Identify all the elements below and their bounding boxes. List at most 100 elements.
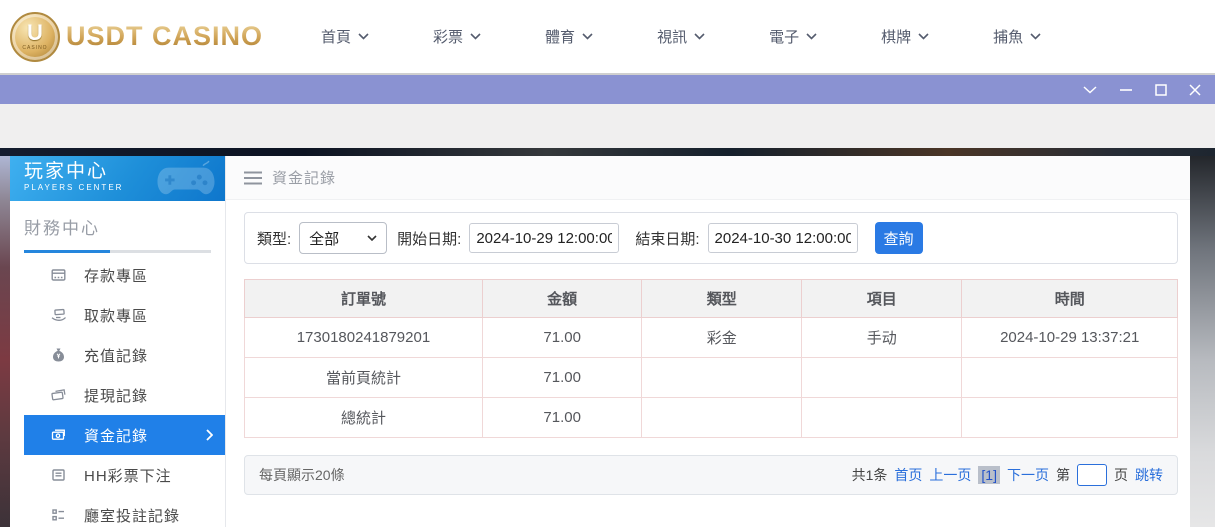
sidebar-item-label: 充值記錄: [84, 347, 149, 365]
hand-money-icon: [50, 307, 67, 323]
start-date-label: 開始日期:: [397, 230, 462, 248]
window-dropdown-icon[interactable]: [1083, 85, 1097, 94]
cell-empty: [800, 357, 963, 398]
table-header-row: 訂單號 金額 類型 項目 時間: [244, 279, 1178, 318]
cash-icon: [50, 387, 67, 403]
document-icon: [50, 467, 67, 483]
cell-empty: [641, 397, 802, 438]
table-row-grand-total: 總統計 71.00: [244, 397, 1178, 438]
sidebar-item-withdrawal-records[interactable]: 提現記錄: [24, 375, 225, 415]
cell-label: 總統計: [244, 397, 483, 438]
nav-item-sports[interactable]: 體育: [545, 26, 593, 47]
sidebar-subtitle: PLAYERS CENTER: [24, 182, 124, 192]
nav-item-live[interactable]: 視訊: [657, 26, 705, 47]
nav-label: 體育: [545, 29, 576, 46]
cell-label: 當前頁統計: [244, 357, 483, 398]
coin-letter: U: [27, 20, 43, 45]
col-header-item: 項目: [800, 279, 963, 318]
funds-records-table: 訂單號 金額 類型 項目 時間 1730180241879201 71.00 彩…: [244, 279, 1178, 438]
finance-center-section: 財務中心: [10, 201, 225, 253]
cell-empty: [961, 357, 1178, 398]
sidebar-title: 玩家中心: [24, 161, 109, 182]
first-page-link[interactable]: 首页: [894, 467, 923, 483]
cell-empty: [800, 397, 963, 438]
nav-item-slots[interactable]: 電子: [769, 26, 817, 47]
section-label: 財務中心: [24, 219, 100, 238]
sidebar: 玩家中心 PLAYERS CENTER 財務中心: [10, 156, 226, 527]
card-terminal-icon: [50, 267, 67, 283]
next-page-link[interactable]: 下一页: [1007, 467, 1049, 483]
sidebar-item-hh-lottery-bets[interactable]: HH彩票下注: [24, 455, 225, 495]
sidebar-item-withdraw-zone[interactable]: 取款專區: [24, 295, 225, 335]
nav-item-lottery[interactable]: 彩票: [433, 26, 481, 47]
nav-label: 電子: [769, 29, 800, 46]
sidebar-item-deposit-zone[interactable]: 存款專區: [24, 255, 225, 295]
cell-empty: [641, 357, 802, 398]
cell-item: 手动: [800, 317, 963, 358]
sidebar-item-funds-records[interactable]: 資金記錄: [24, 415, 225, 455]
cell-time: 2024-10-29 13:37:21: [961, 317, 1178, 358]
col-header-time: 時間: [961, 279, 1178, 318]
type-select-value: 全部: [309, 230, 340, 248]
nav-item-home[interactable]: 首頁: [321, 26, 369, 47]
site-header: U CASINO USDT CASINO 首頁 彩票 體育 視訊 電子 棋牌: [0, 0, 1215, 73]
nav-label: 棋牌: [881, 29, 912, 46]
section-underline: [24, 250, 211, 253]
filter-bar: 類型: 全部 開始日期: 結束日期: 查詢: [244, 212, 1178, 264]
search-button[interactable]: 查詢: [874, 222, 923, 254]
page-size-text: 每頁顯示20條: [259, 467, 345, 483]
window-minimize-icon[interactable]: [1119, 88, 1133, 92]
main-panel: 資金記錄 類型: 全部 開始日期: 結束日期: 查詢: [226, 156, 1190, 527]
cell-amount: 71.00: [481, 317, 643, 358]
col-header-type: 類型: [641, 279, 802, 318]
nav-label: 捕魚: [993, 29, 1024, 46]
sidebar-item-recharge-records[interactable]: 充值記錄: [24, 335, 225, 375]
spacer-band: [0, 104, 1215, 148]
window-maximize-icon[interactable]: [1155, 83, 1167, 96]
chevron-down-icon: [470, 33, 481, 40]
window-close-icon[interactable]: [1189, 83, 1201, 96]
brand-name: USDT CASINO: [66, 21, 264, 51]
coin-logo-icon: U CASINO: [10, 11, 60, 62]
type-label: 類型:: [257, 230, 292, 248]
cell-type: 彩金: [641, 317, 802, 358]
jump-suffix-text: 页: [1114, 467, 1128, 483]
chevron-down-icon: [1030, 33, 1041, 40]
chevron-down-icon: [918, 33, 929, 40]
nav-item-fishing[interactable]: 捕魚: [993, 26, 1041, 47]
sidebar-item-label: 提現記錄: [84, 387, 149, 405]
col-header-order-no: 訂單號: [244, 279, 483, 318]
col-header-amount: 金額: [481, 279, 643, 318]
brand-logo[interactable]: U CASINO USDT CASINO: [10, 11, 264, 62]
sidebar-item-label: HH彩票下注: [84, 467, 172, 485]
end-date-input[interactable]: [707, 223, 858, 253]
table-row-page-subtotal: 當前頁統計 71.00: [244, 357, 1178, 398]
end-date-label: 結束日期:: [635, 230, 700, 248]
chevron-right-icon: [206, 429, 213, 441]
start-date-input[interactable]: [469, 223, 620, 253]
type-select[interactable]: 全部: [299, 222, 388, 254]
chevron-down-icon: [806, 33, 817, 40]
sidebar-menu: 存款專區 取款專區 充值記錄 提現記錄: [10, 255, 225, 527]
page-jump-input[interactable]: [1077, 464, 1107, 486]
cell-empty: [961, 397, 1178, 438]
background-strip: [0, 148, 1215, 156]
main-nav: 首頁 彩票 體育 視訊 電子 棋牌 捕魚: [321, 26, 1041, 47]
chevron-down-icon: [358, 33, 369, 40]
cell-amount: 71.00: [481, 357, 643, 398]
nav-label: 首頁: [321, 29, 352, 46]
nav-item-cards[interactable]: 棋牌: [881, 26, 929, 47]
list-icon: [50, 507, 67, 523]
total-count-text: 共1条: [851, 467, 888, 483]
prev-page-link[interactable]: 上一页: [929, 467, 972, 483]
jump-button[interactable]: 跳转: [1135, 467, 1163, 483]
main-header: 資金記錄: [226, 156, 1190, 200]
sidebar-item-label: 資金記錄: [84, 427, 149, 445]
cell-amount: 71.00: [481, 397, 643, 438]
current-page-badge: [1]: [978, 466, 1000, 484]
sidebar-item-label: 取款專區: [84, 307, 149, 325]
coin-subtext: CASINO: [22, 45, 48, 51]
pagination-bar: 每頁顯示20條 共1条 首页 上一页 [1] 下一页 第 页 跳转: [244, 455, 1178, 495]
hamburger-icon[interactable]: [244, 171, 262, 185]
sidebar-item-room-bet-records[interactable]: 廳室投註記錄: [24, 495, 225, 527]
